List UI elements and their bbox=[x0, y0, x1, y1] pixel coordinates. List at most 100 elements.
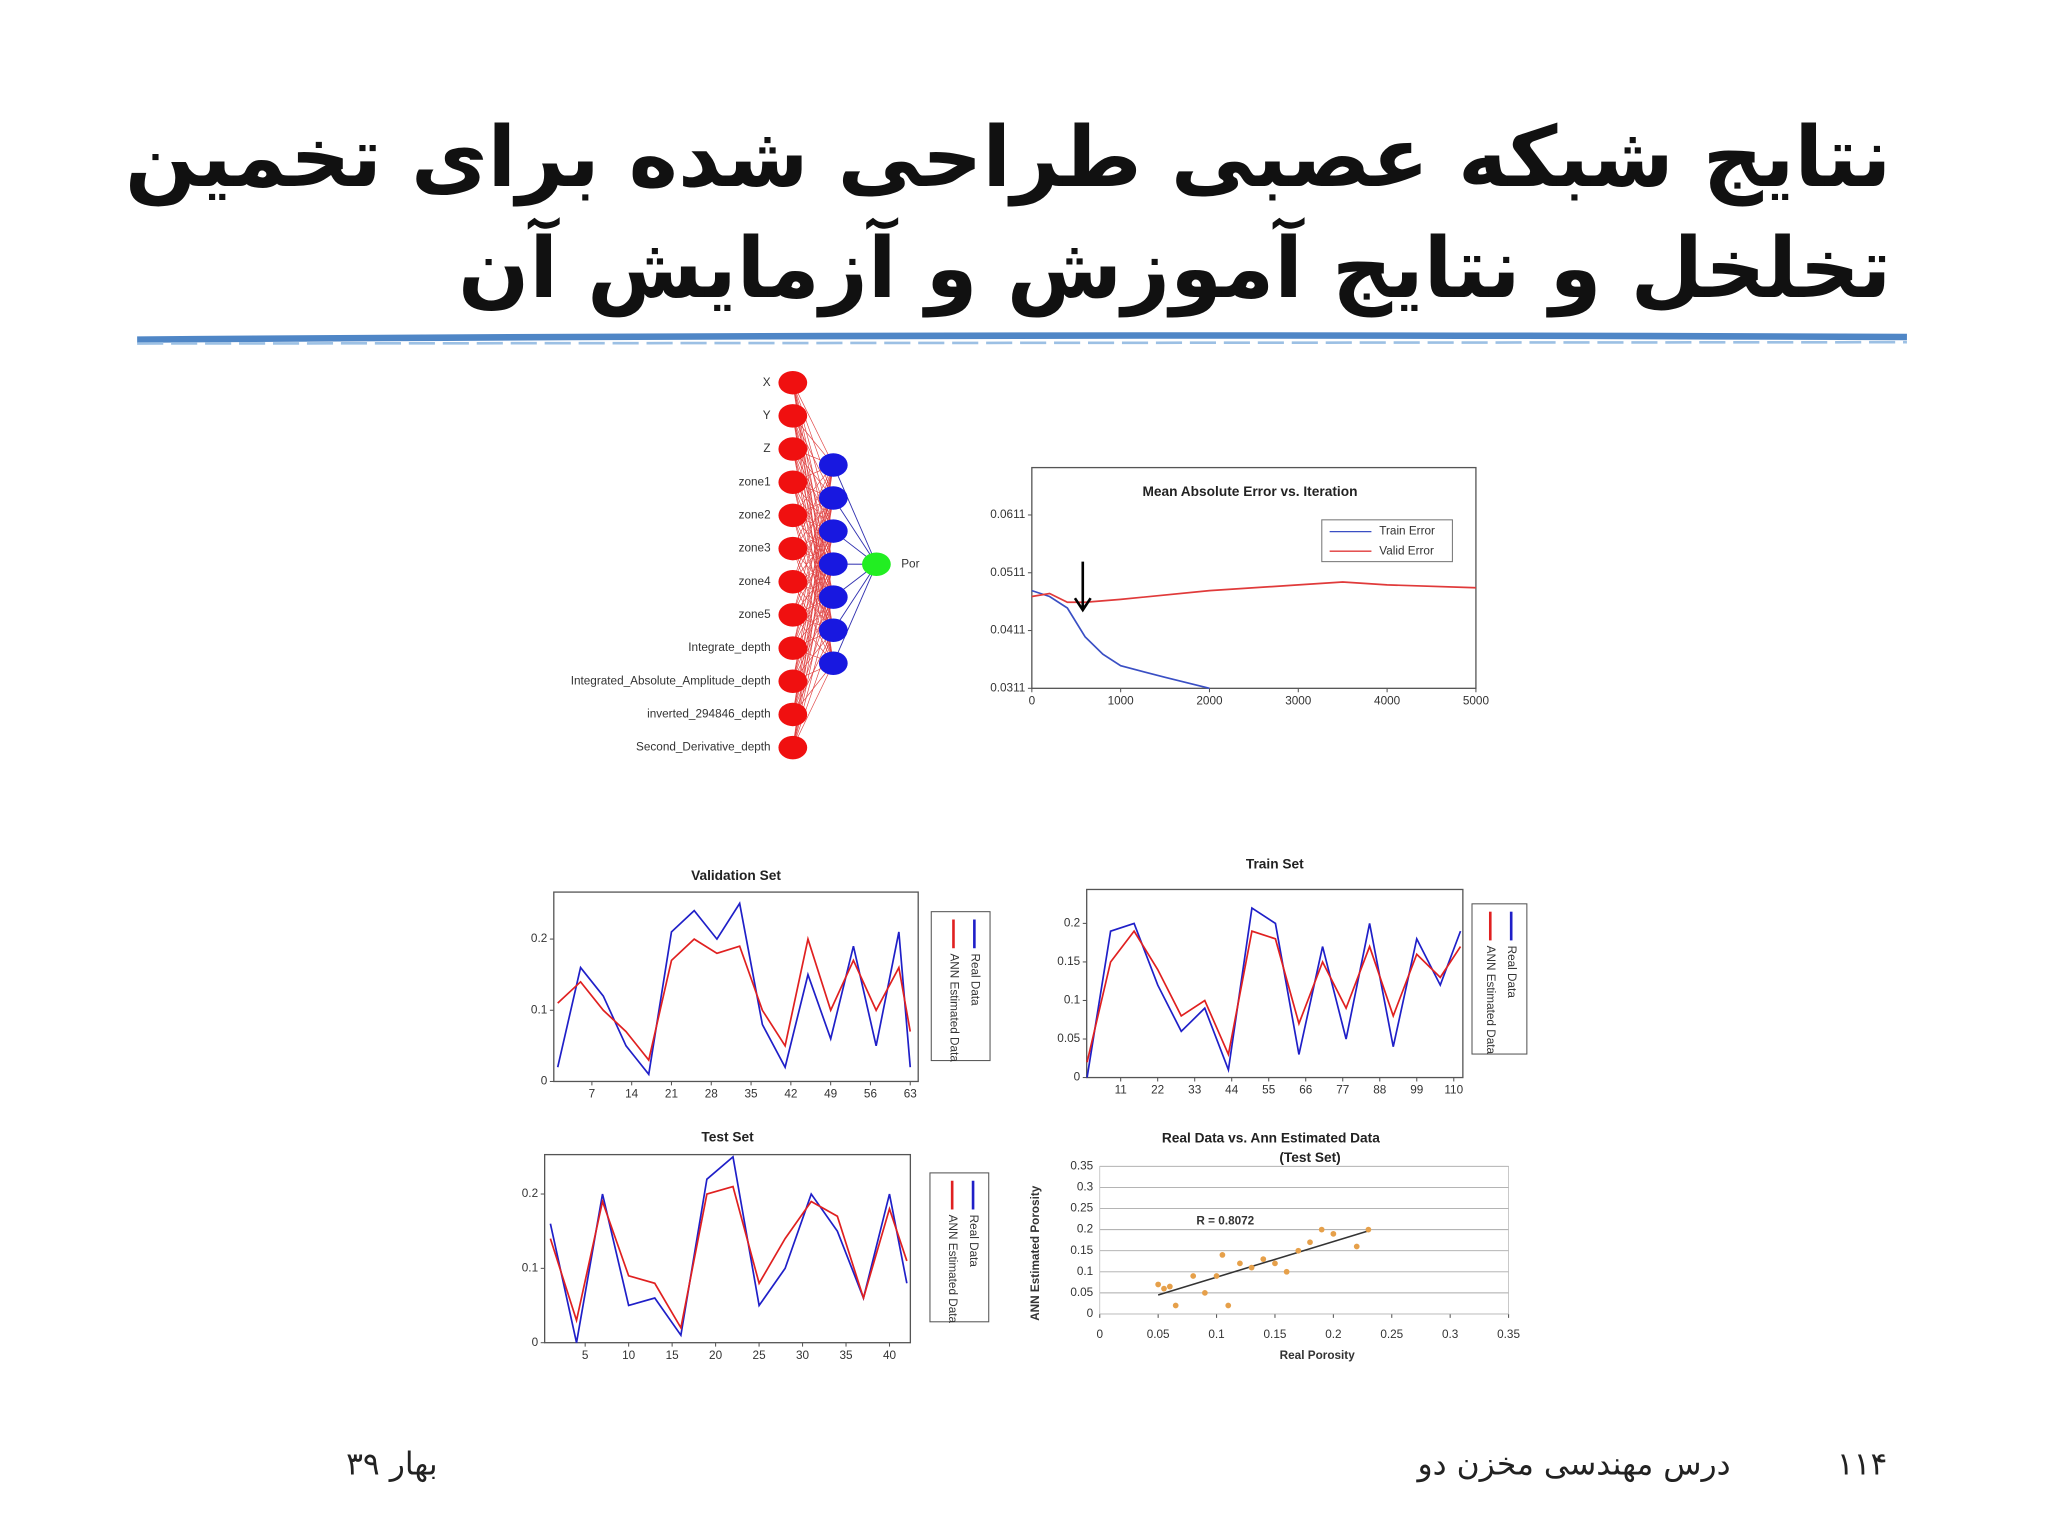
hidden-node bbox=[818, 618, 848, 642]
plot-frame bbox=[1086, 888, 1464, 1079]
input-label: inverted_294846_depth bbox=[647, 708, 770, 721]
series-line bbox=[549, 1155, 908, 1343]
connection bbox=[792, 464, 834, 748]
y-tick-label: 0.05 bbox=[1057, 1032, 1080, 1045]
x-tick-label: 21 bbox=[665, 1088, 678, 1101]
point bbox=[1155, 1281, 1162, 1288]
legend bbox=[930, 911, 991, 1062]
hidden-node bbox=[818, 519, 848, 543]
input-node bbox=[778, 536, 808, 561]
x-tick-label: 99 bbox=[1410, 1084, 1423, 1097]
series-line bbox=[556, 901, 912, 1077]
y-tick-label: 0.1 bbox=[522, 1261, 538, 1274]
point bbox=[1283, 1268, 1290, 1275]
x-tick-label: 15 bbox=[666, 1349, 680, 1362]
input-node bbox=[778, 702, 808, 727]
y-tick-label: 0.2 bbox=[1077, 1223, 1093, 1236]
y-tick-label: 0.1 bbox=[1077, 1265, 1093, 1278]
hidden-node bbox=[818, 453, 848, 477]
y-tick-label: 0.25 bbox=[1070, 1202, 1093, 1215]
point bbox=[1213, 1273, 1220, 1279]
input-node bbox=[778, 470, 808, 494]
plot-frame bbox=[1099, 1165, 1509, 1315]
input-node bbox=[778, 569, 808, 594]
x-tick-label: 0.05 bbox=[1147, 1328, 1170, 1341]
y-tick-label: 0.0511 bbox=[990, 566, 1025, 579]
plot-frame bbox=[544, 1153, 912, 1344]
x-tick-label: 2000 bbox=[1196, 694, 1223, 707]
connection bbox=[792, 464, 834, 582]
point bbox=[1248, 1264, 1255, 1271]
point bbox=[1237, 1260, 1243, 1267]
x-tick-label: 0.35 bbox=[1497, 1328, 1520, 1341]
series-line bbox=[1031, 581, 1476, 604]
x-tick-label: 0.1 bbox=[1208, 1328, 1224, 1341]
x-tick-label: 77 bbox=[1336, 1084, 1349, 1097]
arrow bbox=[1073, 561, 1092, 613]
y-tick-label: 0.0311 bbox=[990, 681, 1025, 694]
point bbox=[1260, 1256, 1267, 1263]
x-tick-label: 0 bbox=[1029, 694, 1036, 707]
x-tick-label: 0.15 bbox=[1264, 1328, 1287, 1341]
x-tick-label: 66 bbox=[1299, 1084, 1313, 1097]
y-tick-label: 0.1 bbox=[531, 1003, 547, 1016]
input-label: zone3 bbox=[739, 542, 771, 555]
hidden-node bbox=[818, 585, 848, 609]
y-tick-label: 0.05 bbox=[1070, 1286, 1093, 1299]
input-label: zone1 bbox=[739, 475, 771, 488]
input-node bbox=[778, 503, 808, 528]
point bbox=[1166, 1283, 1173, 1290]
connection bbox=[832, 563, 877, 631]
x-tick-label: 88 bbox=[1373, 1084, 1387, 1097]
series-line bbox=[557, 935, 912, 1062]
legend bbox=[1471, 903, 1528, 1055]
hidden-node bbox=[818, 552, 848, 576]
input-label: X bbox=[763, 376, 771, 389]
y-tick-label: 0.2 bbox=[1064, 916, 1080, 929]
x-tick-label: 30 bbox=[796, 1349, 810, 1362]
chart-subtitle: (Test Set) bbox=[1279, 1150, 1340, 1165]
course-name: درس مهندسی مخزن دو bbox=[1416, 1446, 1731, 1482]
input-label: zone5 bbox=[739, 608, 771, 621]
x-tick-label: 3000 bbox=[1285, 694, 1312, 707]
x-tick-label: 5000 bbox=[1463, 694, 1490, 707]
connection bbox=[832, 564, 877, 664]
hidden-node bbox=[818, 651, 848, 676]
input-label: zone2 bbox=[739, 509, 771, 522]
x-tick-label: 44 bbox=[1225, 1084, 1239, 1097]
input-label: Integrate_depth bbox=[688, 641, 770, 654]
input-node bbox=[778, 603, 808, 627]
input-node bbox=[778, 636, 808, 660]
x-tick-label: 35 bbox=[745, 1088, 759, 1101]
point bbox=[1330, 1230, 1337, 1237]
connection bbox=[792, 464, 834, 549]
x-tick-label: 33 bbox=[1188, 1084, 1202, 1097]
x-tick-label: 20 bbox=[709, 1349, 723, 1362]
x-tick-label: 1000 bbox=[1108, 694, 1135, 707]
title-rule bbox=[137, 340, 1907, 345]
series-line bbox=[1086, 929, 1462, 1063]
y-tick-label: 0.2 bbox=[531, 932, 547, 945]
slide-title: تخلخل و نتایج آموزش و آزمایش آن bbox=[458, 217, 1891, 318]
y-tick-label: 0 bbox=[1074, 1071, 1081, 1084]
x-tick-label: 49 bbox=[824, 1088, 837, 1101]
x-tick-label: 56 bbox=[864, 1088, 878, 1101]
point bbox=[1365, 1226, 1372, 1233]
y-tick-label: 0.0411 bbox=[990, 624, 1025, 637]
x-tick-label: 55 bbox=[1262, 1084, 1276, 1097]
input-node bbox=[778, 669, 808, 694]
x-tick-label: 0.25 bbox=[1380, 1328, 1403, 1341]
point bbox=[1202, 1290, 1208, 1296]
connection bbox=[832, 464, 877, 565]
x-tick-label: 10 bbox=[622, 1349, 636, 1362]
x-tick-label: 42 bbox=[784, 1088, 797, 1101]
legend-label: ANN Estimated Data bbox=[946, 1215, 959, 1324]
output-label: Por bbox=[901, 557, 919, 570]
y-tick-label: 0.35 bbox=[1070, 1159, 1093, 1172]
chart-title: Mean Absolute Error vs. Iteration bbox=[1142, 484, 1357, 499]
input-node bbox=[778, 735, 808, 760]
date: بهار ۹۳ bbox=[346, 1446, 437, 1482]
y-tick-label: 0 bbox=[541, 1075, 548, 1088]
